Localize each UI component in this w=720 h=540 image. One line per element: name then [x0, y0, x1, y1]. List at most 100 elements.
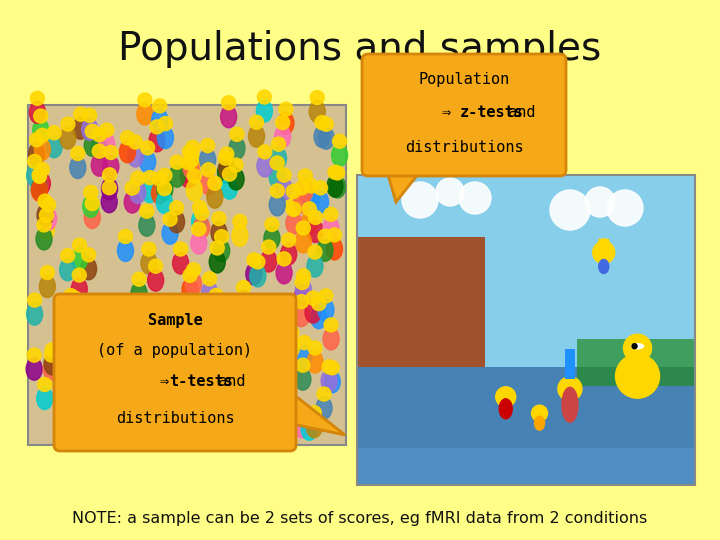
Circle shape — [71, 146, 85, 160]
Ellipse shape — [29, 143, 45, 165]
Circle shape — [44, 348, 58, 362]
Ellipse shape — [125, 191, 140, 213]
Circle shape — [276, 116, 289, 130]
Ellipse shape — [294, 191, 310, 213]
Ellipse shape — [81, 118, 98, 140]
Ellipse shape — [202, 282, 217, 303]
Ellipse shape — [200, 341, 217, 363]
Ellipse shape — [186, 407, 202, 429]
Ellipse shape — [117, 367, 133, 389]
Ellipse shape — [233, 418, 249, 440]
Circle shape — [333, 134, 346, 149]
Ellipse shape — [276, 402, 292, 424]
Ellipse shape — [53, 385, 69, 407]
Circle shape — [220, 147, 234, 161]
Ellipse shape — [253, 326, 270, 347]
Ellipse shape — [602, 239, 606, 246]
Circle shape — [308, 245, 322, 259]
Ellipse shape — [154, 383, 170, 406]
Ellipse shape — [604, 239, 609, 247]
Ellipse shape — [168, 384, 184, 406]
Circle shape — [73, 107, 88, 121]
Circle shape — [85, 197, 99, 211]
Ellipse shape — [324, 371, 341, 393]
Ellipse shape — [222, 366, 238, 388]
Circle shape — [202, 272, 217, 286]
Ellipse shape — [181, 155, 197, 177]
Circle shape — [158, 181, 171, 195]
Ellipse shape — [295, 231, 311, 253]
Circle shape — [224, 356, 238, 370]
Ellipse shape — [234, 374, 250, 396]
Circle shape — [109, 294, 122, 308]
Circle shape — [205, 316, 219, 330]
FancyBboxPatch shape — [357, 448, 695, 485]
Circle shape — [96, 379, 109, 392]
Circle shape — [68, 291, 82, 305]
Circle shape — [66, 295, 81, 309]
Circle shape — [277, 252, 291, 266]
Circle shape — [61, 117, 75, 131]
Ellipse shape — [191, 232, 207, 254]
Ellipse shape — [162, 222, 178, 244]
Ellipse shape — [217, 161, 233, 183]
Ellipse shape — [312, 191, 328, 213]
Ellipse shape — [210, 251, 225, 273]
Ellipse shape — [261, 360, 276, 382]
Circle shape — [27, 348, 41, 362]
Circle shape — [265, 218, 279, 232]
Ellipse shape — [317, 239, 333, 261]
Ellipse shape — [99, 402, 114, 424]
Ellipse shape — [534, 416, 544, 430]
Circle shape — [119, 230, 132, 244]
Text: t-tests: t-tests — [169, 374, 233, 389]
FancyBboxPatch shape — [577, 339, 695, 386]
Circle shape — [140, 204, 154, 218]
Circle shape — [228, 358, 243, 372]
Ellipse shape — [162, 357, 178, 379]
Ellipse shape — [183, 157, 199, 179]
Ellipse shape — [81, 258, 96, 280]
Ellipse shape — [40, 275, 55, 298]
Ellipse shape — [327, 175, 343, 197]
Circle shape — [153, 99, 167, 113]
Ellipse shape — [295, 368, 311, 390]
Circle shape — [616, 354, 660, 398]
Circle shape — [125, 310, 140, 324]
Ellipse shape — [284, 336, 300, 357]
Ellipse shape — [256, 100, 272, 122]
Ellipse shape — [218, 392, 235, 414]
Ellipse shape — [33, 119, 49, 141]
Ellipse shape — [195, 408, 211, 430]
Circle shape — [92, 144, 107, 158]
Circle shape — [233, 214, 247, 228]
Ellipse shape — [286, 212, 302, 234]
Circle shape — [436, 178, 464, 206]
Circle shape — [186, 140, 200, 154]
Circle shape — [143, 171, 157, 185]
Ellipse shape — [271, 147, 287, 169]
Circle shape — [132, 361, 147, 375]
Circle shape — [100, 123, 114, 137]
Circle shape — [298, 169, 312, 183]
Circle shape — [30, 91, 45, 105]
Ellipse shape — [169, 165, 185, 187]
Circle shape — [40, 208, 53, 222]
Circle shape — [328, 228, 341, 242]
Circle shape — [255, 315, 269, 329]
Circle shape — [217, 376, 232, 390]
Circle shape — [100, 392, 114, 406]
Ellipse shape — [84, 206, 100, 228]
Ellipse shape — [219, 157, 235, 179]
Ellipse shape — [130, 181, 145, 204]
Circle shape — [183, 268, 197, 282]
Circle shape — [89, 359, 102, 373]
Ellipse shape — [71, 278, 87, 300]
Circle shape — [34, 109, 48, 123]
Circle shape — [73, 238, 86, 252]
Ellipse shape — [248, 125, 264, 147]
Circle shape — [196, 398, 210, 412]
Circle shape — [42, 198, 55, 212]
Circle shape — [192, 222, 206, 236]
Ellipse shape — [36, 228, 52, 250]
